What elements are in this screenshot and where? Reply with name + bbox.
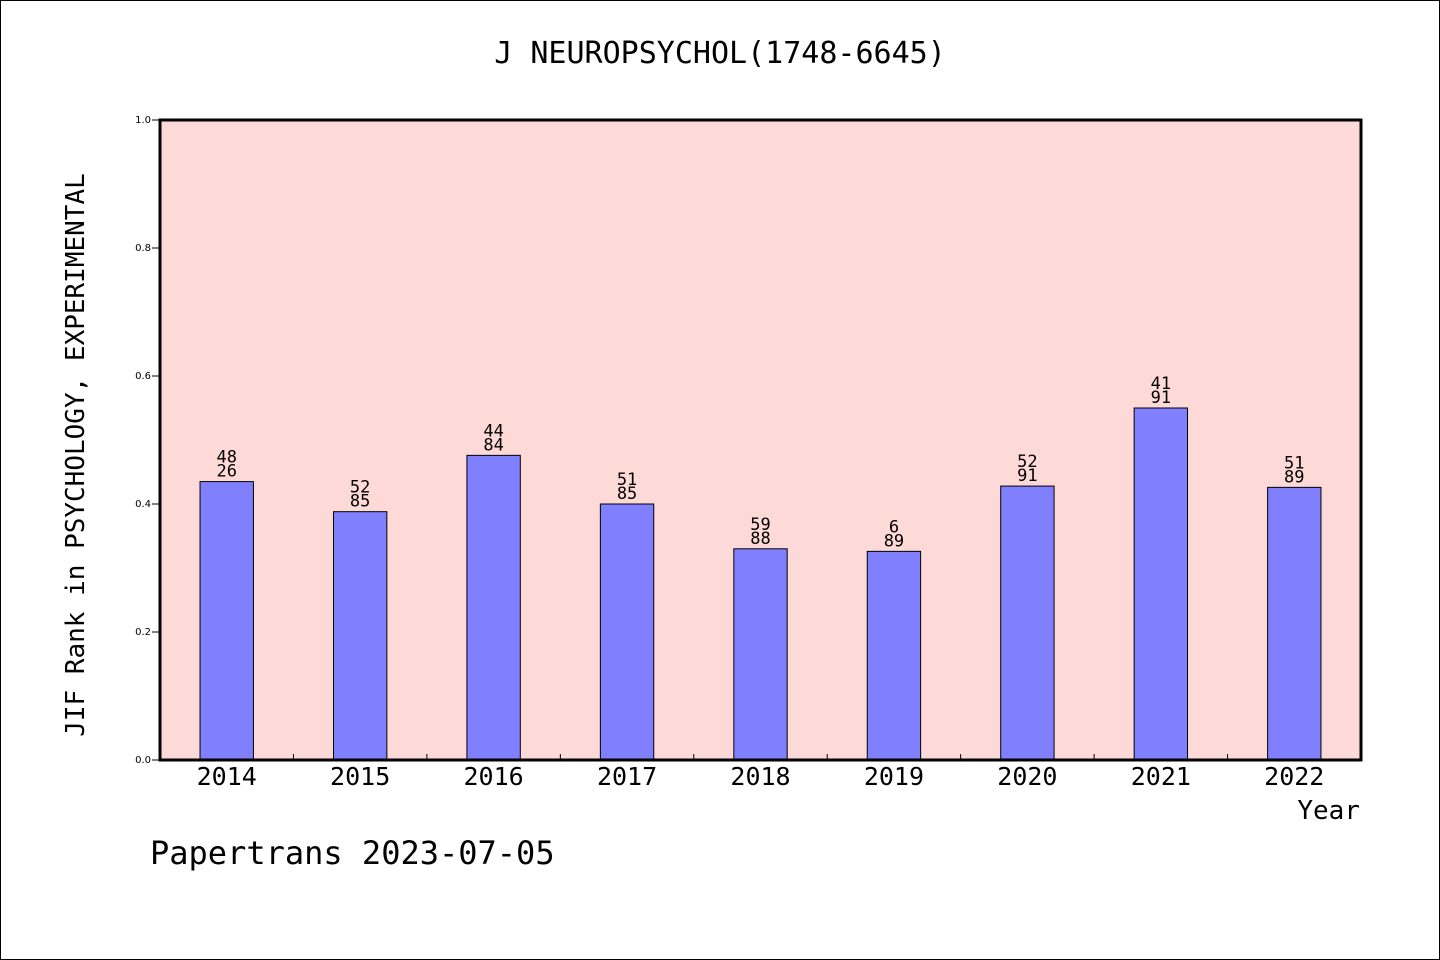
data-label-bottom: 91	[1151, 388, 1171, 408]
x-tick-label: 2021	[1131, 762, 1191, 791]
data-label-bottom: 84	[483, 435, 503, 455]
bar-2018	[733, 548, 788, 761]
bar-2015	[332, 511, 388, 761]
bar-2021	[1133, 407, 1189, 761]
bar-2017	[599, 503, 655, 761]
data-label-top: 6	[889, 517, 899, 537]
data-label-bottom: 91	[1017, 466, 1037, 486]
x-tick-label: 2018	[730, 762, 790, 791]
data-label-bottom: 88	[750, 529, 770, 549]
bar-2016	[466, 454, 521, 761]
bar-2022	[1267, 486, 1322, 761]
plot-border	[158, 118, 1363, 762]
data-label-bottom: 85	[617, 484, 637, 504]
y-tick-label: 0.8	[135, 243, 151, 254]
x-tick-label: 2016	[464, 762, 524, 791]
data-label-bottom: 85	[350, 492, 370, 512]
x-tick-label: 2020	[997, 762, 1057, 791]
x-tick-label: 2017	[597, 762, 657, 791]
bar-2020	[1000, 485, 1055, 761]
y-tick-label: 0.4	[135, 499, 151, 510]
bar-2014	[199, 481, 254, 761]
data-label-top: 41	[1151, 374, 1171, 394]
data-label-top: 44	[483, 421, 503, 441]
x-tick-label: 2015	[330, 762, 390, 791]
data-label-top: 51	[1284, 453, 1304, 473]
bar-2019	[866, 550, 922, 761]
y-tick-label: 1.0	[135, 115, 151, 126]
x-tick-label: 2022	[1264, 762, 1324, 791]
data-label-top: 51	[617, 470, 637, 490]
footer-credit: Papertrans 2023-07-05	[150, 834, 555, 872]
data-label-top: 59	[750, 515, 770, 535]
x-tick-label: 2019	[864, 762, 924, 791]
data-label-bottom: 26	[216, 462, 236, 482]
data-label-top: 48	[216, 448, 236, 468]
x-axis-label: Year	[1297, 796, 1360, 826]
y-tick-label: 0.0	[135, 755, 151, 766]
y-axis-label: JIF Rank in PSYCHOLOGY, EXPERIMENTAL	[61, 173, 91, 737]
data-label-top: 52	[350, 478, 370, 498]
data-label-top: 52	[1017, 452, 1037, 472]
chart-title: J NEUROPSYCHOL(1748-6645)	[494, 36, 946, 71]
data-label-bottom: 89	[884, 531, 904, 551]
y-tick-label: 0.6	[135, 371, 151, 382]
x-tick-label: 2014	[197, 762, 257, 791]
y-tick-label: 0.2	[135, 627, 151, 638]
data-label-bottom: 89	[1284, 467, 1304, 487]
